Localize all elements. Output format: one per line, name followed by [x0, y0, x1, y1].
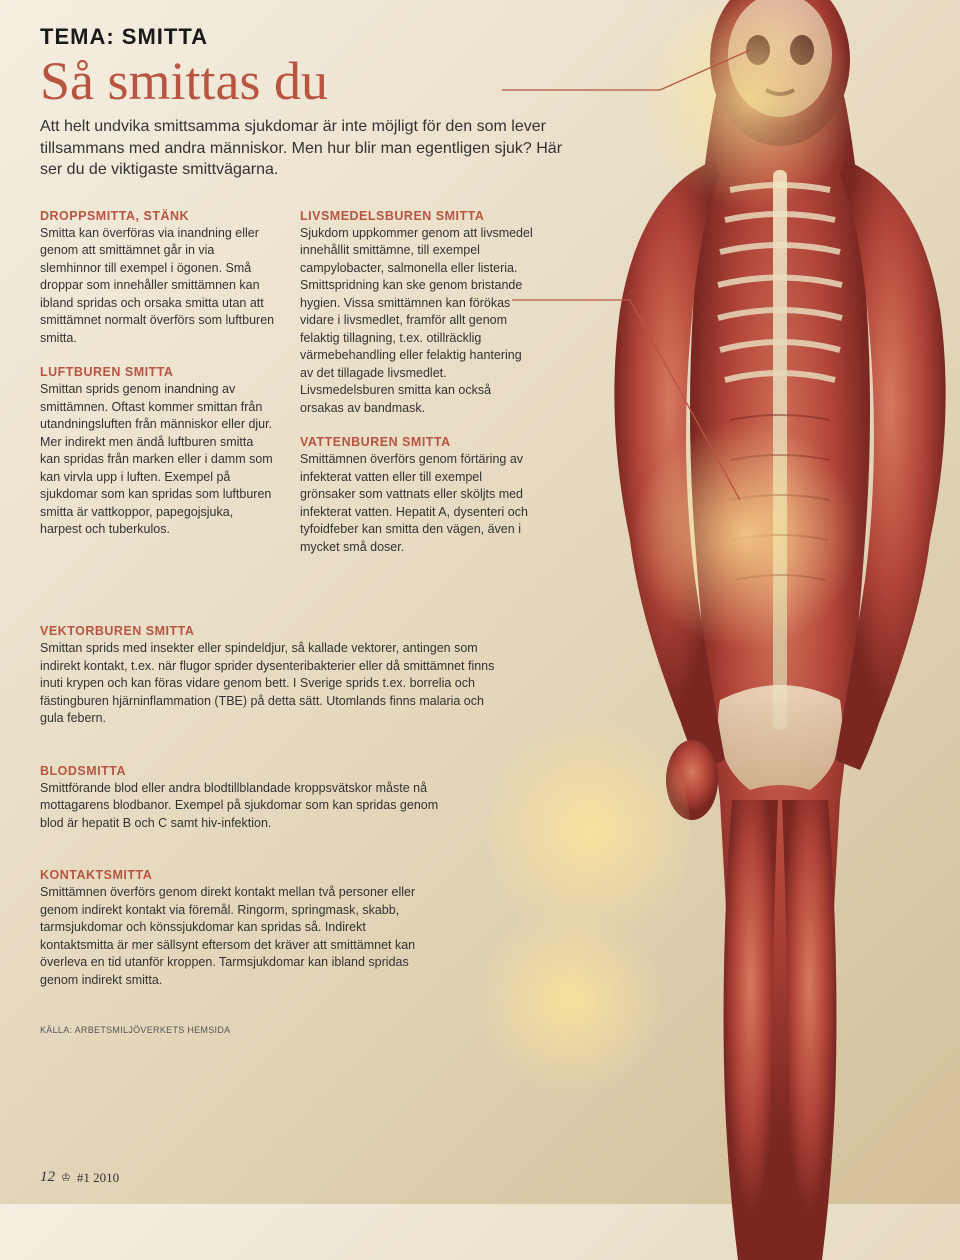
issue-label: #1 2010 [77, 1170, 119, 1186]
vattenburen-head: VATTENBUREN SMITTA [300, 435, 536, 449]
vektorburen-block: VEKTORBUREN SMITTA Smittan sprids med in… [40, 624, 500, 728]
livsmedel-body: Sjukdom uppkommer genom att livsmedel in… [300, 225, 536, 418]
droppsmitta-body: Smitta kan överföras via inandning eller… [40, 225, 276, 348]
vektorburen-body: Smittan sprids med insekter eller spinde… [40, 640, 500, 728]
kontaktsmitta-head: KONTAKTSMITTA [40, 868, 440, 882]
kontaktsmitta-body: Smittämnen överförs genom direkt kontakt… [40, 884, 440, 989]
vektorburen-head: VEKTORBUREN SMITTA [40, 624, 500, 638]
luftburen-head: LUFTBUREN SMITTA [40, 365, 276, 379]
kontaktsmitta-block: KONTAKTSMITTA Smittämnen överförs genom … [40, 868, 440, 989]
two-column-region: DROPPSMITTA, STÄNK Smitta kan överföras … [40, 209, 920, 575]
main-title: Så smittas du [40, 54, 920, 108]
livsmedel-head: LIVSMEDELSBUREN SMITTA [300, 209, 536, 223]
vattenburen-body: Smittämnen överförs genom förtäring av i… [300, 451, 536, 556]
blodsmitta-head: BLODSMITTA [40, 764, 440, 778]
droppsmitta-head: DROPPSMITTA, STÄNK [40, 209, 276, 223]
page-number: 12 [40, 1169, 55, 1186]
intro-text: Att helt undvika smittsamma sjukdomar är… [40, 116, 580, 181]
blodsmitta-block: BLODSMITTA Smittförande blod eller andra… [40, 764, 440, 833]
crown-icon: ♔ [61, 1171, 71, 1184]
blodsmitta-body: Smittförande blod eller andra blodtillbl… [40, 780, 440, 833]
column-left: DROPPSMITTA, STÄNK Smitta kan överföras … [40, 209, 276, 575]
tema-label: TEMA: SMITTA [40, 24, 920, 50]
luftburen-body: Smittan sprids genom inandning av smittä… [40, 381, 276, 539]
column-right: LIVSMEDELSBUREN SMITTA Sjukdom uppkommer… [300, 209, 536, 575]
page-footer: 12 ♔ #1 2010 [40, 1169, 119, 1186]
source-line: KÄLLA: ARBETSMILJÖVERKETS HEMSIDA [40, 1025, 920, 1035]
